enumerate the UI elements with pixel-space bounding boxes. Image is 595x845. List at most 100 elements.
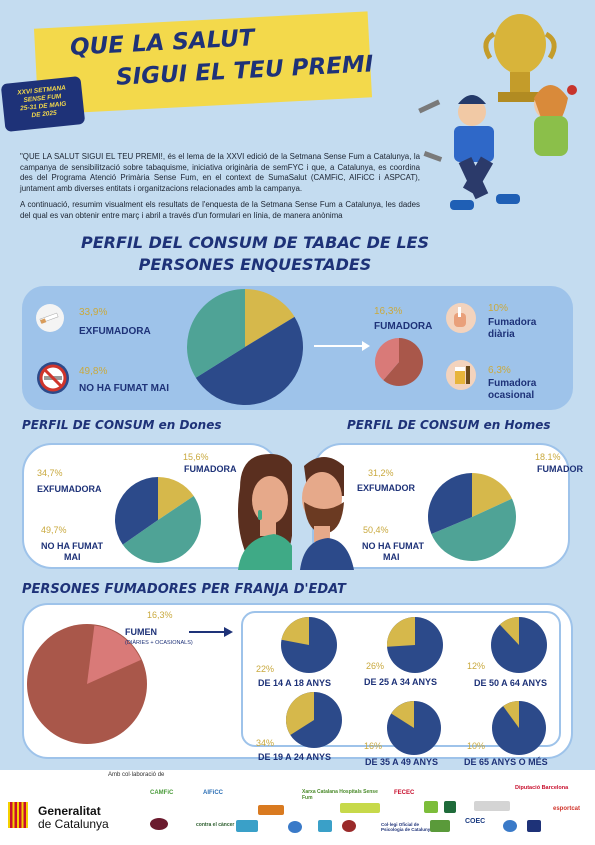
men-exfumador-pct: 31,2%: [368, 468, 394, 478]
campaign-badge: XXVI SETMANA SENSE FUM 25-31 DE MAIG DE …: [0, 75, 86, 133]
partner-logo: [503, 820, 517, 832]
section1-title: PERFIL DEL CONSUM DE TABAC DE LES PERSON…: [0, 232, 510, 276]
women-pie-slices: [115, 477, 202, 563]
fumen-sub: (DIÀRIES + OCASIONALS): [125, 640, 193, 646]
age-label-3: DE 19 A 24 ANYS: [258, 752, 332, 762]
logo-esportcat: esportcat: [553, 806, 581, 812]
partner-logo: [236, 820, 258, 832]
logo-fecec: FECEC: [394, 790, 415, 796]
slice-women-exfumadora: [115, 477, 158, 545]
generalitat-name-2: de Catalunya: [38, 817, 109, 831]
age-label-1: DE 25 A 34 ANYS: [364, 677, 438, 687]
men-pie-slices: [428, 473, 516, 561]
age-label-4: DE 35 A 49 ANYS: [365, 757, 439, 767]
women-exfumadora-label: EXFUMADORA: [37, 484, 102, 494]
age-pie-3-fumen: [286, 692, 314, 736]
fumen-pie: [27, 624, 147, 744]
partner-logo: [258, 805, 284, 815]
arrow-icon: [189, 627, 233, 637]
partner-logo: [424, 801, 438, 813]
smokers-pie: [375, 338, 423, 386]
partner-logo: [527, 820, 541, 832]
logo-camfic: CAMFiC: [150, 790, 174, 796]
age-pct-5: 10%: [467, 741, 486, 751]
hand-cigarette-icon: [446, 303, 476, 333]
fumen-pie-slices: [27, 624, 147, 744]
intro-text: "QUE LA SALUT SIGUI EL TEU PREMI!, és el…: [20, 152, 420, 228]
diaria-label-1: Fumadora: [488, 317, 537, 328]
slice-nofumat: [195, 316, 303, 405]
age-pct-3: 34%: [256, 738, 275, 748]
age-label-0: DE 14 A 18 ANYS: [258, 678, 332, 688]
partner-logo: [444, 801, 456, 813]
women-exfumadora-pct: 34,7%: [37, 468, 63, 478]
trophy-illustration: [418, 14, 577, 210]
cigarette-icon: [36, 304, 64, 332]
men-nofumat-label-2: MAI: [383, 552, 400, 562]
age-pct-1: 26%: [366, 661, 385, 671]
women-nofumat-pct: 49,7%: [41, 525, 67, 535]
slice-ocasional: [375, 338, 399, 381]
nofumat-label: NO HA FUMAT MAI: [79, 383, 169, 394]
age-pie-1-fumen: [387, 617, 415, 647]
diaria-pct: 10%: [488, 303, 509, 314]
age-pies-group: [281, 617, 547, 755]
logo-contra-cancer: contra el càncer: [196, 822, 235, 828]
man-illustration: [300, 457, 354, 570]
age-pie-4-fumen: [391, 701, 414, 728]
men-nofumat-label-1: NO HA FUMAT: [362, 541, 424, 551]
woman-illustration: [238, 454, 292, 570]
age-pies: [281, 617, 547, 755]
women-nofumat-label-1: NO HA FUMAT: [41, 541, 103, 551]
women-fumadora-label: FUMADORA: [184, 464, 237, 474]
overall-pie: [187, 289, 303, 405]
men-title: PERFIL DE CONSUM en Homes: [347, 418, 551, 432]
women-title: PERFIL DE CONSUM en Dones: [22, 418, 222, 432]
arrow-icon: [314, 341, 370, 351]
ocasional-pct: 6,3%: [488, 365, 511, 376]
partner-logo: [150, 818, 168, 830]
logo-aificc: AIFiCC: [203, 790, 223, 796]
slice-women-nofumat: [122, 496, 202, 563]
partner-logo: [342, 820, 356, 832]
logo-diputacio: Diputació Barcelona: [515, 785, 569, 791]
women-nofumat-label-2: MAI: [64, 552, 81, 562]
men-exfumador-label: EXFUMADOR: [357, 483, 415, 493]
partner-logo: [430, 820, 450, 832]
nofumat-pct: 49,8%: [79, 366, 108, 377]
no-smoking-icon: [36, 361, 70, 395]
ocasional-label-1: Fumadora: [488, 378, 537, 389]
age-label-2: DE 50 A 64 ANYS: [474, 678, 548, 688]
slice-men-exfumador: [428, 473, 472, 534]
men-pie: [428, 473, 516, 561]
overall-pie-slices: [187, 289, 303, 405]
ocasional-label-2: ocasional: [488, 390, 535, 401]
intro-paragraph-1: "QUE LA SALUT SIGUI EL TEU PREMI!, és el…: [20, 152, 420, 193]
age-title: PERSONES FUMADORES PER FRANJA D'EDAT: [22, 582, 346, 597]
slice-exfumadora: [187, 289, 245, 378]
age-pct-4: 16%: [364, 741, 383, 751]
logo-xarxa: Xarxa Catalana Hospitals Sense Fum: [302, 789, 378, 801]
age-pie-5-fumen: [503, 701, 519, 728]
slice-men-nofumat: [431, 498, 516, 561]
diaria-label-2: diària: [488, 329, 515, 340]
men-nofumat-pct: 50,4%: [363, 525, 389, 535]
fumadora-pct: 16,3%: [374, 306, 403, 317]
age-pct-2: 12%: [467, 661, 486, 671]
partner-logo: [318, 820, 332, 832]
generalitat-name-1: Generalitat: [38, 804, 101, 818]
generalitat-logo-icon: [8, 802, 28, 828]
smokers-pie-slices: [375, 338, 423, 386]
exfumadora-pct: 33,9%: [79, 307, 108, 318]
exfumadora-label: EXFUMADORA: [79, 326, 151, 337]
section1-title-line2: PERSONES ENQUESTADES: [138, 255, 372, 274]
women-fumadora-pct: 15,6%: [183, 452, 209, 462]
slice-fumen: [87, 625, 141, 684]
logo-coec: COEC: [465, 818, 486, 825]
fumen-label: FUMEN: [125, 627, 157, 637]
fumen-pct: 16,3%: [147, 610, 173, 620]
logo-psicologia: Col·legi Oficial de Psicologia de Catalu…: [381, 822, 433, 832]
slice-women-fumadora: [158, 477, 194, 520]
section1-title-line1: PERFIL DEL CONSUM DE TABAC DE LES: [80, 233, 429, 252]
intro-paragraph-2: A continuació, resumim visualment els re…: [20, 200, 420, 220]
